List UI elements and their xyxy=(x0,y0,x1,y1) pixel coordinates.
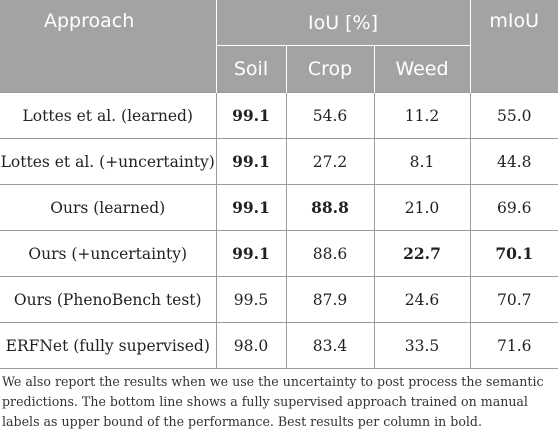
cell-miou: 44.8 xyxy=(469,138,558,185)
cell-miou: 55.0 xyxy=(469,92,558,139)
cell-crop: 88.8 xyxy=(285,184,374,231)
results-table: Approach IoU [%] mIoU Soil Crop Weed Lot… xyxy=(0,0,558,369)
cell-weed: 11.2 xyxy=(373,92,470,139)
cell-soil: 99.1 xyxy=(215,92,286,139)
cell-soil: 99.1 xyxy=(215,230,286,277)
table-row: ERFNet (fully supervised) 98.0 83.4 33.5… xyxy=(0,322,558,369)
cell-weed: 22.7 xyxy=(373,230,470,277)
cell-soil: 98.0 xyxy=(215,322,286,369)
table-row: Lottes et al. (+uncertainty) 99.1 27.2 8… xyxy=(0,138,558,185)
header-weed: Weed xyxy=(373,45,470,93)
cell-miou: 71.6 xyxy=(469,322,558,369)
cell-crop: 83.4 xyxy=(285,322,374,369)
cell-miou: 70.7 xyxy=(469,276,558,323)
header-approach: Approach xyxy=(0,0,216,93)
cell-weed: 8.1 xyxy=(373,138,470,185)
cell-crop: 54.6 xyxy=(285,92,374,139)
header-crop: Crop xyxy=(285,45,374,93)
header-soil: Soil xyxy=(215,45,286,93)
cell-soil: 99.1 xyxy=(215,184,286,231)
cell-approach: Ours (learned) xyxy=(0,184,216,231)
cell-approach: Lottes et al. (+uncertainty) xyxy=(0,138,216,185)
header-miou: mIoU xyxy=(469,0,558,93)
cell-soil: 99.1 xyxy=(215,138,286,185)
cell-crop: 88.6 xyxy=(285,230,374,277)
cell-miou: 70.1 xyxy=(469,230,558,277)
table-row: Ours (PhenoBench test) 99.5 87.9 24.6 70… xyxy=(0,276,558,323)
cell-weed: 21.0 xyxy=(373,184,470,231)
cell-crop: 87.9 xyxy=(285,276,374,323)
cell-weed: 33.5 xyxy=(373,322,470,369)
table-header: Approach IoU [%] mIoU Soil Crop Weed xyxy=(0,0,558,93)
cell-approach: Lottes et al. (learned) xyxy=(0,92,216,139)
cell-approach: ERFNet (fully supervised) xyxy=(0,322,216,369)
cell-crop: 27.2 xyxy=(285,138,374,185)
table-row: Ours (learned) 99.1 88.8 21.0 69.6 xyxy=(0,184,558,231)
cell-soil: 99.5 xyxy=(215,276,286,323)
cell-miou: 69.6 xyxy=(469,184,558,231)
table-row: Lottes et al. (learned) 99.1 54.6 11.2 5… xyxy=(0,92,558,139)
cell-approach: Ours (PhenoBench test) xyxy=(0,276,216,323)
table-caption: We also report the results when we use t… xyxy=(2,374,544,429)
cell-weed: 24.6 xyxy=(373,276,470,323)
header-iou-group: IoU [%] xyxy=(215,0,470,46)
table-body: Lottes et al. (learned) 99.1 54.6 11.2 5… xyxy=(0,92,558,369)
cell-approach: Ours (+uncertainty) xyxy=(0,230,216,277)
table-row: Ours (+uncertainty) 99.1 88.6 22.7 70.1 xyxy=(0,230,558,277)
